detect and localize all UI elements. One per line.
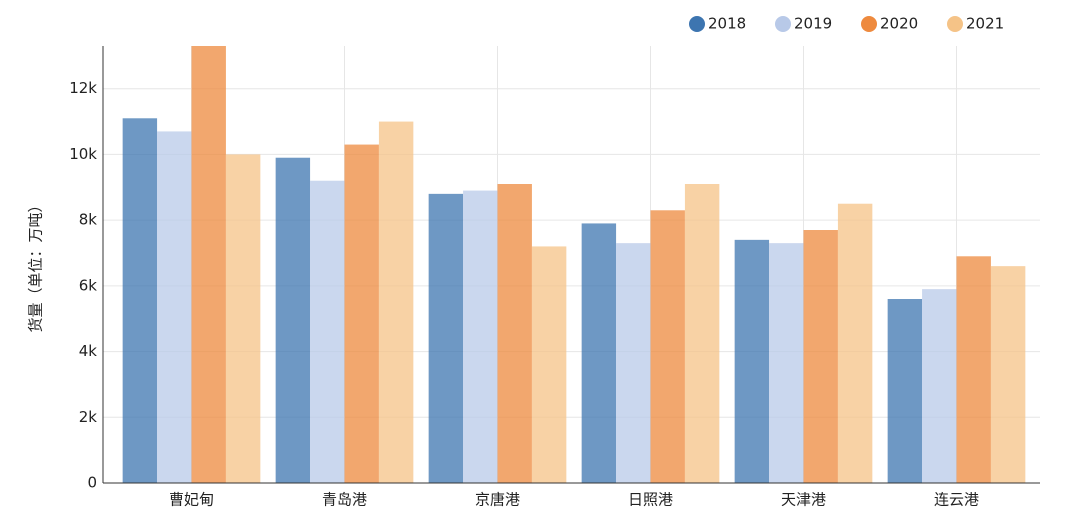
legend-label: 2021: [966, 15, 1004, 33]
bar: [956, 256, 991, 483]
bar: [837, 203, 873, 483]
bar: [310, 180, 345, 483]
bar: [428, 193, 464, 483]
x-tick-label: 连云港: [934, 491, 979, 509]
bar: [990, 266, 1026, 483]
legend-marker: [689, 16, 705, 32]
bar: [581, 223, 617, 483]
x-tick-label: 天津港: [781, 491, 826, 509]
legend-label: 2018: [708, 15, 746, 33]
x-tick-label: 日照港: [628, 491, 673, 509]
legend-label: 2020: [880, 15, 918, 33]
x-tick-label: 青岛港: [322, 491, 367, 509]
bar: [122, 118, 158, 483]
bar: [769, 243, 804, 483]
bar: [922, 289, 957, 483]
legend-marker: [861, 16, 877, 32]
bar: [684, 184, 720, 483]
bar: [531, 246, 567, 483]
bar: [734, 239, 770, 483]
bar: [803, 230, 838, 483]
bar: [650, 210, 685, 483]
bar: [378, 121, 414, 483]
bar: [463, 190, 498, 483]
bar: [887, 299, 923, 483]
bar: [275, 157, 311, 483]
y-tick-label: 6k: [79, 276, 98, 294]
y-tick-label: 12k: [69, 79, 97, 97]
bar: [157, 131, 192, 483]
x-tick-label: 曹妃甸: [169, 491, 214, 509]
y-tick-label: 8k: [79, 211, 98, 229]
y-tick-label: 0: [87, 474, 97, 492]
legend-label: 2019: [794, 15, 832, 33]
y-tick-label: 10k: [69, 145, 97, 163]
legend-marker: [947, 16, 963, 32]
y-tick-label: 4k: [79, 342, 98, 360]
bar: [497, 184, 532, 483]
x-tick-label: 京唐港: [475, 491, 520, 509]
bar: [344, 144, 379, 483]
bar: [225, 154, 261, 483]
y-axis-label: 货量（单位：万吨）: [27, 197, 45, 332]
bar: [191, 46, 226, 483]
legend-marker: [775, 16, 791, 32]
y-tick-label: 2k: [79, 408, 98, 426]
bar: [616, 243, 651, 483]
